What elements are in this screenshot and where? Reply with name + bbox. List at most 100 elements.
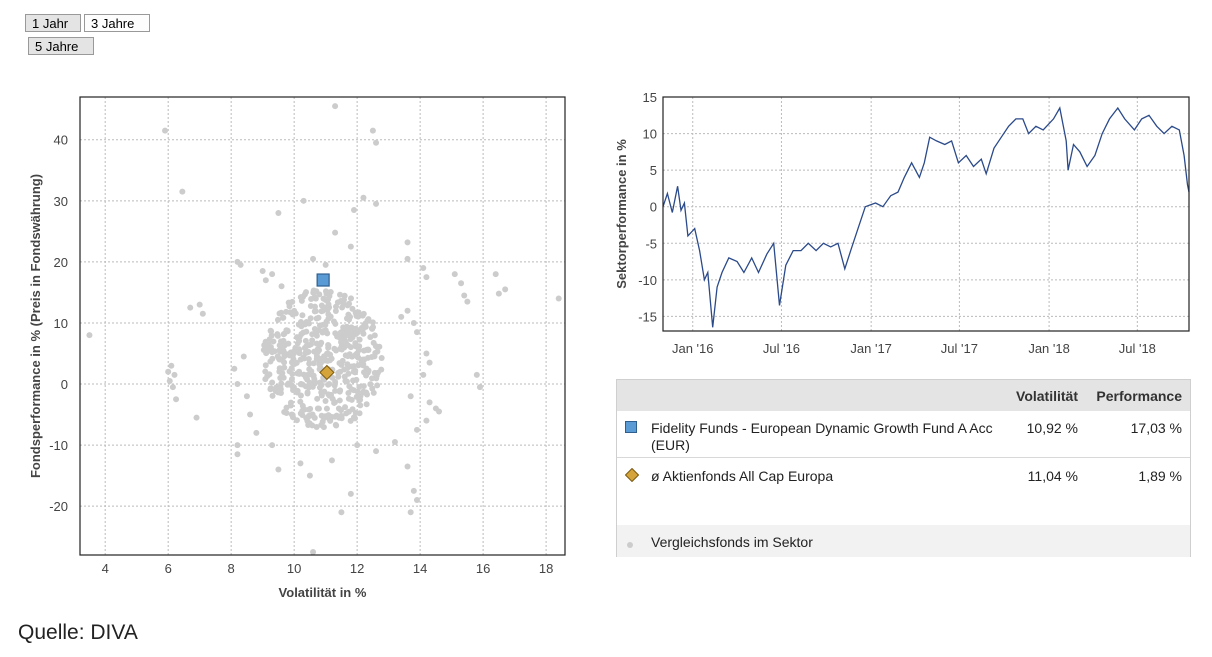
peer-fund-point [310, 287, 317, 294]
peer-fund-point [335, 373, 342, 380]
peer-fund-point [169, 384, 176, 391]
legend-row-fund-name: Fidelity Funds - European Dynamic Growth… [651, 420, 993, 453]
peer-fund-point [328, 457, 335, 464]
peer-fund-point [458, 280, 465, 287]
peer-fund-point [302, 383, 309, 390]
peer-fund-point [365, 367, 372, 374]
peer-fund-point [234, 381, 241, 388]
y-tick-label: 15 [643, 90, 657, 105]
peer-fund-point [231, 365, 238, 372]
peer-fund-point [324, 413, 331, 420]
peer-fund-point [333, 422, 340, 429]
period-button-5y[interactable]: 5 Jahre [28, 37, 94, 55]
peer-fund-point [278, 309, 285, 316]
peer-fund-point [332, 308, 339, 315]
peer-fund-point [404, 307, 411, 314]
legend-row-average-performance: 1,89 % [1138, 468, 1182, 484]
peer-fund-point [347, 243, 354, 250]
peer-fund-point [461, 292, 468, 299]
peer-fund-point [284, 381, 291, 388]
peer-fund-point [495, 290, 502, 297]
peer-fund-point [162, 127, 169, 134]
legend-divider [617, 457, 1190, 458]
peer-fund-point [426, 359, 433, 366]
peer-fund-point [350, 206, 357, 213]
peer-fund-point [263, 350, 270, 357]
peer-fund-point [345, 395, 352, 402]
peer-fund-point [296, 370, 303, 377]
sector-performance-line [662, 106, 1190, 328]
peer-fund-point [344, 342, 351, 349]
peer-fund-point [196, 301, 203, 308]
peer-fund-point [322, 398, 329, 405]
peer-fund-point [262, 376, 269, 383]
peer-fund-point [326, 381, 333, 388]
peer-fund-point [348, 363, 355, 370]
peer-fund-point [370, 389, 377, 396]
peer-fund-point [277, 348, 284, 355]
peer-fund-point [367, 381, 374, 388]
peer-fund-point [299, 312, 306, 319]
peer-fund-point [413, 497, 420, 504]
peer-fund-point [297, 294, 304, 301]
x-tick-label: Jan '16 [672, 341, 714, 356]
peer-fund-point [259, 268, 266, 275]
average-point [319, 364, 335, 381]
legend-row-peers-bg [617, 525, 1190, 557]
peer-fund-point [165, 368, 172, 375]
peer-fund-point [369, 325, 376, 332]
peer-fund-point [289, 370, 296, 377]
peer-fund-point [316, 291, 323, 298]
peer-fund-point [269, 392, 276, 399]
peer-fund-point [305, 355, 312, 362]
peer-fund-point [265, 371, 272, 378]
peer-fund-point [331, 399, 338, 406]
peer-fund-point [473, 371, 480, 378]
peer-fund-point [240, 353, 247, 360]
peer-fund-point [373, 200, 380, 207]
peer-fund-point [314, 395, 321, 402]
peer-fund-point [356, 336, 363, 343]
peer-fund-point [423, 350, 430, 357]
peer-fund-point [291, 348, 298, 355]
x-tick-label: 8 [228, 561, 235, 576]
period-button-3y[interactable]: 3 Jahre [84, 14, 150, 32]
peer-fund-point [179, 188, 186, 195]
peer-fund-point [369, 127, 376, 134]
peer-fund-point [280, 314, 287, 321]
peer-fund-point [307, 315, 314, 322]
peer-fund-point [365, 347, 372, 354]
peer-fund-point [343, 323, 350, 330]
peer-fund-point [269, 442, 276, 449]
peer-fund-point [436, 408, 443, 415]
peer-fund-point [331, 345, 338, 352]
peer-fund-point [269, 349, 276, 356]
peer-fund-point [285, 340, 292, 347]
peer-fund-point [289, 311, 296, 318]
peer-fund-point [363, 372, 370, 379]
peer-fund-point [288, 411, 295, 418]
peer-fund-point [323, 405, 330, 412]
peer-fund-point [287, 402, 294, 409]
peer-fund-point [360, 361, 367, 368]
x-tick-label: Jul '18 [1119, 341, 1156, 356]
peer-fund-point [311, 294, 318, 301]
y-tick-label: 40 [54, 133, 68, 148]
peer-fund-point [353, 343, 360, 350]
peer-fund-point [173, 396, 180, 403]
peer-fund-point [359, 312, 366, 319]
peer-fund-point [340, 296, 347, 303]
period-button-1y[interactable]: 1 Jahr [25, 14, 81, 32]
peer-fund-point [369, 319, 376, 326]
peer-fund-point [373, 139, 380, 146]
sector-line-chart: Jan '16 Jul '16 Jan '17 Jul '17 Jan '18 Jul '… [600, 80, 1212, 380]
y-tick-label: -15 [638, 309, 657, 324]
x-axis-label: Volatilität in % [279, 585, 367, 600]
peer-fund-point [318, 302, 325, 309]
peer-fund-point [302, 337, 309, 344]
peer-fund-point [247, 411, 254, 418]
peer-fund-point [464, 298, 471, 305]
peer-fund-point [391, 439, 398, 446]
x-tick-label: 12 [350, 561, 364, 576]
peer-fund-point [407, 509, 414, 516]
